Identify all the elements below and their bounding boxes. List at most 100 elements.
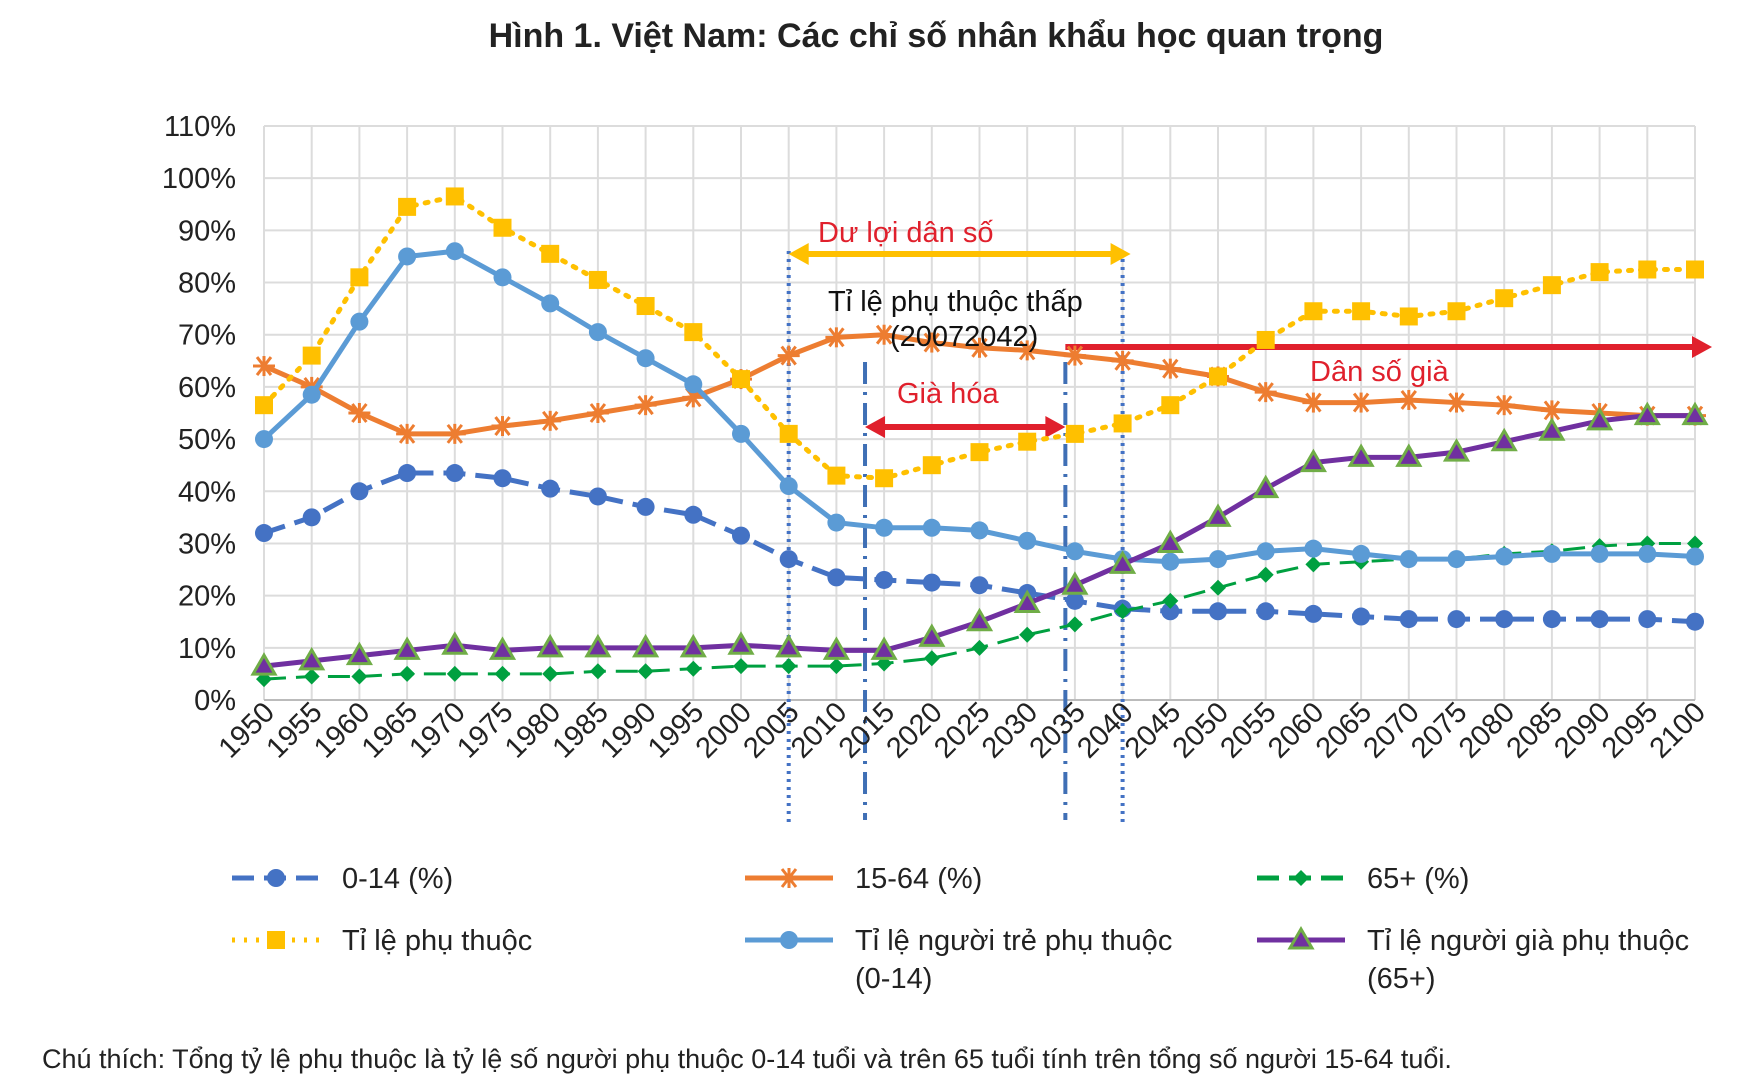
data-point [1304,604,1323,623]
data-point [1686,612,1704,631]
data-point [1066,616,1083,633]
aging-label: Già hóa [897,378,999,410]
data-point [1304,539,1323,558]
data-point [398,197,417,216]
data-point [1256,602,1275,621]
y-tick-label: 50% [178,424,236,456]
data-point [1254,382,1277,403]
data-point [1161,396,1180,415]
data-point [350,482,369,501]
data-point [1687,535,1703,552]
data-point [1204,503,1232,527]
data-point [1542,544,1561,563]
data-point [398,247,417,266]
legend: 0-14 (%) 15-64 (%) 65+ (%) Tỉ lệ phụ thuộc T… [232,863,1689,995]
data-point [922,518,941,537]
legend-entry: Tỉ lệ phụ thuộc [232,925,532,957]
data-point [631,633,660,658]
data-point [732,424,750,443]
data-point [732,526,750,545]
data-point [298,646,326,671]
data-point [1347,443,1375,467]
data-point [588,270,607,289]
data-point [634,395,657,416]
data-point [443,423,466,444]
data-point [493,218,512,237]
chart-title: Hình 1. Việt Nam: Các chỉ số nhân khẩu h… [489,17,1384,55]
data-point [827,568,846,587]
y-tick-label: 20% [178,581,236,613]
data-point [685,660,702,677]
dividend-arrow-tail [788,243,809,265]
data-point [1399,307,1418,326]
data-point [827,513,846,532]
data-point [1156,529,1184,553]
data-point [684,375,703,394]
data-point [727,631,755,655]
y-tick-label: 40% [178,476,236,508]
data-point [1686,260,1704,279]
data-point [1252,474,1280,499]
data-point [679,633,707,658]
series-group [250,187,1709,688]
data-point [1256,330,1275,349]
aging-arrow-head [1045,416,1066,438]
data-point [822,636,851,660]
legend-marker [267,931,285,949]
data-point [825,327,848,348]
data-point [1018,531,1037,550]
data-point [780,658,797,675]
data-point [536,633,564,658]
data-point [1013,589,1041,613]
data-point [636,497,655,516]
data-point [1447,550,1466,569]
data-point [350,312,369,331]
data-point [398,464,417,483]
data-point [970,521,989,540]
data-point [1442,438,1471,462]
data-point [1590,263,1609,282]
legend-entry: Tỉ lệ người già phụ thuộc (65+) [1257,925,1689,995]
data-point [493,469,512,488]
data-point [922,573,941,592]
data-point [1397,389,1420,410]
data-point [1681,401,1709,426]
data-point [586,403,609,423]
data-point [1399,610,1418,629]
legend-marker [1287,926,1315,950]
data-point [968,337,991,358]
data-point [828,658,845,675]
legend-label-line2: (65+) [1367,963,1436,995]
legend-label: 65+ (%) [1367,863,1469,895]
data-point [918,623,946,647]
y-tick-label: 110% [164,111,236,143]
data-point [1302,392,1325,413]
x-tick-label: 2100 [1644,696,1712,764]
data-point [255,396,273,415]
data-point [541,479,560,498]
data-point [732,370,750,389]
legend-label: Tỉ lệ người trẻ phụ thuộc [855,925,1172,957]
series-4 [255,242,1704,571]
data-point [920,332,943,353]
data-point [1108,550,1137,574]
data-point [875,469,894,488]
data-point [350,268,369,287]
data-point [1686,547,1704,566]
y-tick-label: 80% [178,268,236,300]
data-point [875,518,894,537]
data-point [970,576,989,595]
data-point [1352,302,1371,321]
series-3 [255,187,1704,488]
data-point [1161,552,1180,571]
data-point [637,663,654,680]
data-point [1162,592,1179,609]
data-point [1113,414,1132,433]
data-point [779,550,798,569]
legend-marker [780,931,798,949]
data-point [1210,579,1226,596]
data-point [684,505,703,524]
dividend-label: Dư lợi dân số [818,217,993,249]
data-point [589,663,606,680]
